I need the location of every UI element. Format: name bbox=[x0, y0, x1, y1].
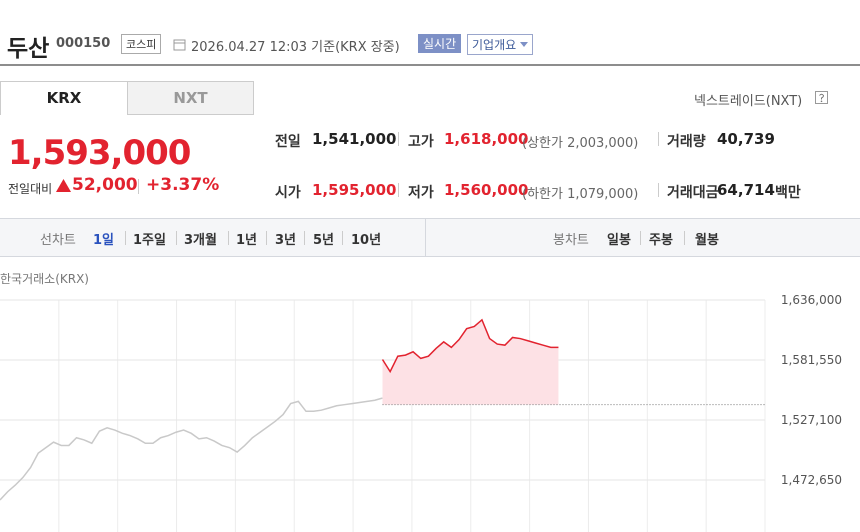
separator bbox=[398, 132, 399, 146]
market-badge: 코스피 bbox=[121, 34, 162, 54]
current-price: 1,593,000 bbox=[8, 133, 191, 173]
change-percent: +3.37% bbox=[146, 175, 220, 195]
separator bbox=[304, 231, 305, 245]
y-tick-label: 1,581,550 bbox=[781, 353, 842, 367]
calendar-icon bbox=[173, 39, 186, 51]
divider bbox=[425, 219, 426, 256]
price-line bbox=[381, 318, 559, 374]
separator bbox=[658, 132, 659, 146]
period-option[interactable]: 10년 bbox=[351, 233, 382, 248]
separator bbox=[398, 183, 399, 197]
separator bbox=[342, 231, 343, 245]
nxt-link[interactable]: 넥스트레이드(NXT) bbox=[694, 94, 803, 109]
stat-value: 1,618,000 bbox=[444, 130, 529, 148]
dropdown-icon bbox=[520, 42, 529, 47]
period-option[interactable]: 1주일 bbox=[133, 233, 166, 248]
separator bbox=[684, 231, 685, 245]
change-value: 52,000 bbox=[72, 175, 138, 195]
y-tick-label: 1,636,000 bbox=[781, 293, 842, 307]
company-info-button[interactable]: 기업개요 bbox=[467, 34, 534, 55]
separator bbox=[176, 231, 177, 245]
stat-label: 시가 bbox=[275, 185, 301, 201]
stat-value: 1,595,000 bbox=[312, 181, 397, 199]
stat-value: 40,739 bbox=[717, 130, 775, 148]
period-option[interactable]: 1년 bbox=[236, 233, 258, 248]
stat-unit: 백만 bbox=[775, 185, 801, 201]
separator bbox=[266, 231, 267, 245]
help-icon[interactable] bbox=[815, 91, 828, 104]
chart-title: 한국거래소(KRX) bbox=[0, 272, 89, 286]
krx-tab[interactable]: KRX bbox=[0, 81, 128, 115]
nxt-tab[interactable]: NXT bbox=[127, 81, 254, 115]
header-rule bbox=[0, 64, 860, 66]
stock-code: 000150 bbox=[56, 36, 111, 51]
up-arrow bbox=[56, 179, 71, 192]
y-tick-label: 1,472,650 bbox=[781, 473, 842, 487]
area bbox=[382, 319, 559, 405]
separator bbox=[138, 179, 139, 194]
stat-label: 거래량 bbox=[667, 134, 706, 150]
stat-label: 고가 bbox=[408, 134, 434, 150]
y-tick-label: 1,527,100 bbox=[781, 413, 842, 427]
candle-option[interactable]: 월봉 bbox=[695, 233, 719, 248]
change-label: 전일대비 bbox=[8, 182, 53, 196]
separator bbox=[125, 231, 126, 245]
candle-option[interactable]: 일봉 bbox=[607, 233, 631, 248]
period-option[interactable]: 5년 bbox=[313, 233, 335, 248]
period-option[interactable]: 3개월 bbox=[184, 233, 217, 248]
separator bbox=[640, 231, 641, 245]
timestamp: 2026.04.27 12:03 기준(KRX 장중) bbox=[191, 40, 400, 55]
period-option[interactable]: 3년 bbox=[275, 233, 297, 248]
stat-value: 64,714 bbox=[717, 181, 775, 199]
stock-name: 두산 bbox=[7, 36, 50, 62]
candle-option[interactable]: 주봉 bbox=[649, 233, 673, 248]
candle-chart-label: 봉차트 bbox=[553, 233, 589, 248]
period-option[interactable]: 1일 bbox=[93, 233, 115, 248]
separator bbox=[658, 183, 659, 197]
stat-label: 저가 bbox=[408, 185, 434, 201]
stat-label: 거래대금 bbox=[667, 185, 719, 201]
stat-extra: (상한가 2,003,000) bbox=[522, 136, 639, 151]
stat-value: 1,541,000 bbox=[312, 130, 397, 148]
stat-label: 전일 bbox=[275, 134, 301, 150]
price-line bbox=[0, 397, 383, 501]
price-chart: 1,636,000 1,581,550 1,527,100 1,472,650 bbox=[0, 293, 842, 532]
realtime-badge[interactable]: 실시간 bbox=[418, 34, 462, 53]
chart-tab-bar bbox=[0, 218, 860, 257]
company-info-text: 기업개요 bbox=[472, 38, 517, 52]
line-chart-label: 선차트 bbox=[40, 233, 76, 248]
stat-value: 1,560,000 bbox=[444, 181, 529, 199]
stat-extra: (하한가 1,079,000) bbox=[522, 187, 639, 202]
separator bbox=[228, 231, 229, 245]
